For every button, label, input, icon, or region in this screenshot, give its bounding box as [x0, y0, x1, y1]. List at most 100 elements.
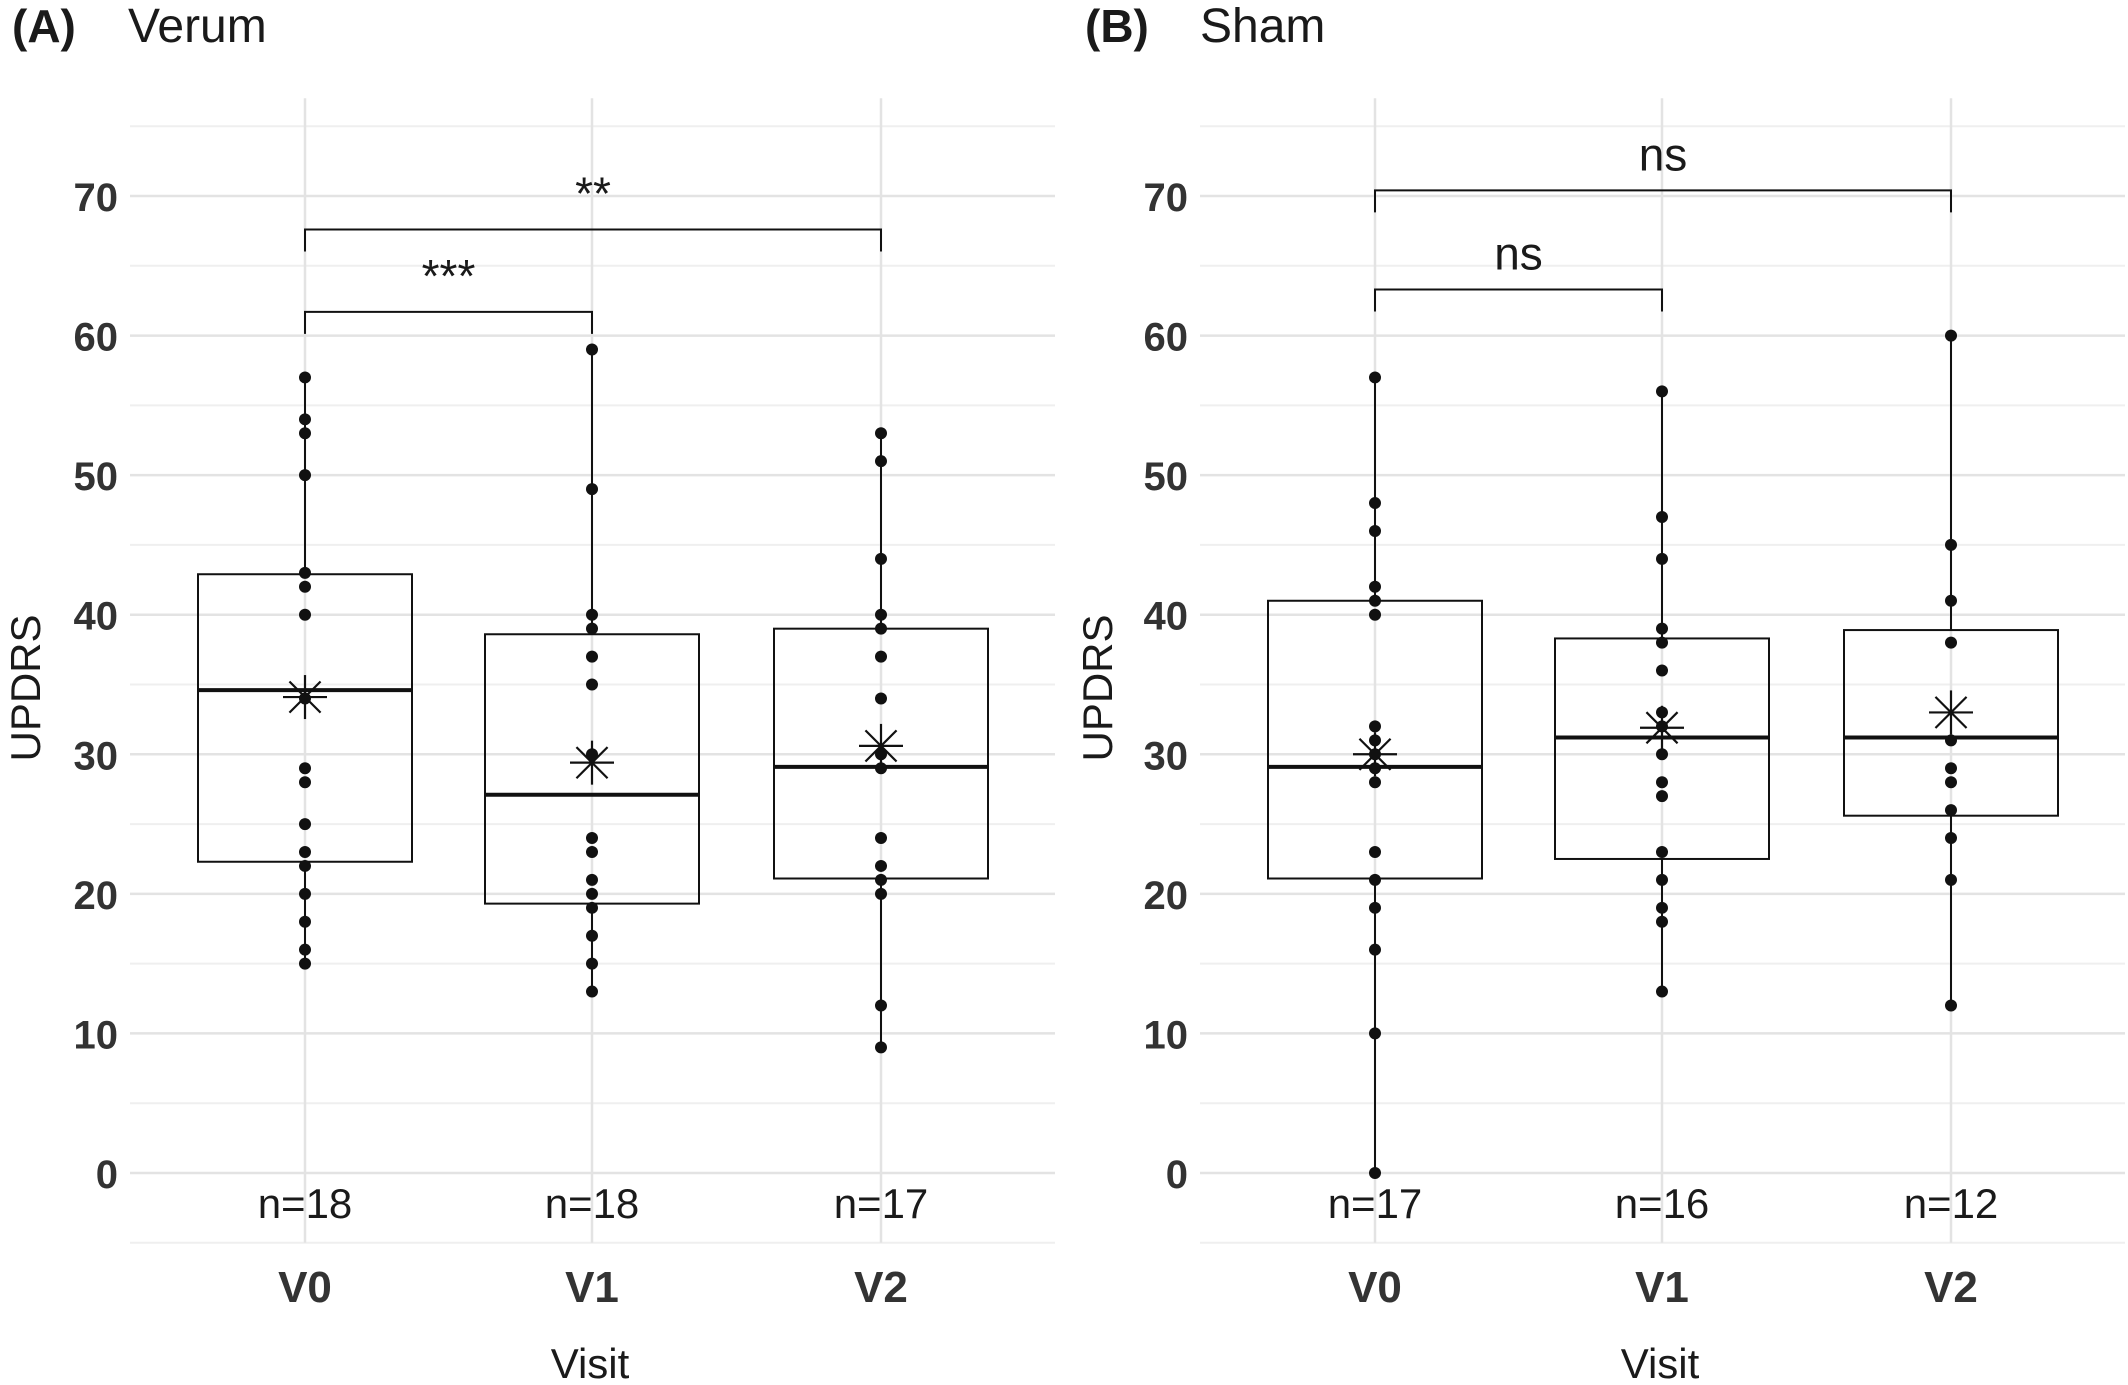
data-point: [1656, 385, 1668, 398]
mean-marker: [859, 723, 903, 768]
data-point: [1945, 762, 1957, 775]
x-tick-label: V0: [278, 1263, 332, 1312]
data-point: [586, 832, 598, 845]
data-point: [1656, 915, 1668, 928]
data-point: [1945, 804, 1957, 817]
data-point: [1656, 636, 1668, 649]
mean-marker-stroke: [1934, 696, 1968, 729]
data-point: [1369, 594, 1381, 607]
data-point: [1656, 706, 1668, 719]
data-point: [875, 552, 887, 565]
data-point: [299, 818, 311, 831]
data-point: [1369, 845, 1381, 858]
y-tick-labels: 0 10 20 30 40 50 60 70: [1144, 176, 1189, 1197]
data-point: [875, 455, 887, 468]
data-point: [1656, 552, 1668, 565]
significance-brackets: ns ns: [1374, 128, 1952, 312]
y-tick-label: 50: [74, 455, 119, 499]
y-tick-label: 30: [1144, 734, 1189, 778]
data-point: [1656, 790, 1668, 803]
data-point: [586, 873, 598, 886]
data-point: [1656, 748, 1668, 761]
data-point: [1369, 497, 1381, 510]
data-point: [1945, 636, 1957, 649]
data-point: [586, 622, 598, 635]
y-tick-label: 0: [96, 1153, 118, 1197]
data-point: [299, 566, 311, 579]
data-point: [586, 678, 598, 691]
data-point: [586, 985, 598, 998]
data-point: [1945, 776, 1957, 789]
mean-marker: [570, 740, 614, 785]
data-point: [875, 1041, 887, 1054]
panel-label: (B): [1085, 0, 1149, 52]
sample-count: n=12: [1904, 1180, 1999, 1227]
data-point: [299, 957, 311, 970]
data-point: [1369, 371, 1381, 384]
data-point: [299, 943, 311, 956]
data-point: [299, 427, 311, 440]
data-point: [299, 776, 311, 789]
data-point: [875, 859, 887, 872]
data-point: [586, 343, 598, 356]
significance-label: ***: [422, 250, 476, 302]
y-tick-label: 30: [74, 734, 119, 778]
data-point: [875, 650, 887, 663]
panel-label: (A): [12, 0, 76, 52]
data-point: [1656, 845, 1668, 858]
y-axis-label: UPDRS: [1074, 614, 1121, 761]
data-point: [299, 469, 311, 482]
data-point: [1656, 901, 1668, 914]
data-point: [875, 887, 887, 900]
sample-count: n=18: [545, 1180, 640, 1227]
mean-marker-stroke: [864, 729, 898, 763]
data-point: [875, 427, 887, 440]
data-point: [875, 999, 887, 1012]
data-points: [299, 343, 887, 1054]
y-tick-label: 20: [74, 874, 119, 918]
data-point: [1656, 622, 1668, 635]
data-point: [1369, 720, 1381, 733]
grid: [130, 98, 1055, 1244]
data-point: [1945, 832, 1957, 845]
data-point: [1369, 762, 1381, 775]
data-point: [1369, 873, 1381, 886]
data-point: [1369, 1027, 1381, 1040]
y-tick-label: 40: [74, 595, 119, 639]
x-tick-labels: V0 V1 V2: [278, 1263, 908, 1312]
mean-marker: [1929, 690, 1973, 735]
y-tick-label: 10: [1144, 1013, 1189, 1057]
data-point: [1945, 329, 1957, 342]
sample-counts: n=18 n=18 n=17: [258, 1180, 929, 1227]
significance-label: ns: [1639, 128, 1688, 180]
data-point: [1656, 776, 1668, 789]
sample-count: n=17: [1328, 1180, 1423, 1227]
y-tick-label: 50: [1144, 455, 1189, 499]
data-point: [1369, 524, 1381, 537]
data-point: [875, 608, 887, 621]
data-point: [1945, 999, 1957, 1012]
y-tick-label: 60: [74, 316, 119, 360]
data-point: [1369, 748, 1381, 761]
data-point: [875, 873, 887, 886]
data-points: [1369, 329, 1957, 1179]
x-tick-labels: V0 V1 V2: [1348, 1263, 1978, 1312]
data-point: [1656, 720, 1668, 733]
significance-label: **: [575, 167, 611, 219]
data-point: [1369, 776, 1381, 789]
data-point: [586, 845, 598, 858]
data-point: [1945, 538, 1957, 551]
data-point: [299, 692, 311, 705]
data-point: [1656, 511, 1668, 524]
y-tick-label: 20: [1144, 874, 1189, 918]
data-point: [299, 845, 311, 858]
data-point: [299, 580, 311, 593]
panel-title: Verum: [128, 0, 267, 53]
x-tick-label: V0: [1348, 1263, 1402, 1312]
y-tick-label: 70: [1144, 176, 1189, 220]
x-axis-label: Visit: [551, 1340, 630, 1385]
x-axis-label: Visit: [1621, 1340, 1700, 1385]
data-point: [1369, 734, 1381, 747]
